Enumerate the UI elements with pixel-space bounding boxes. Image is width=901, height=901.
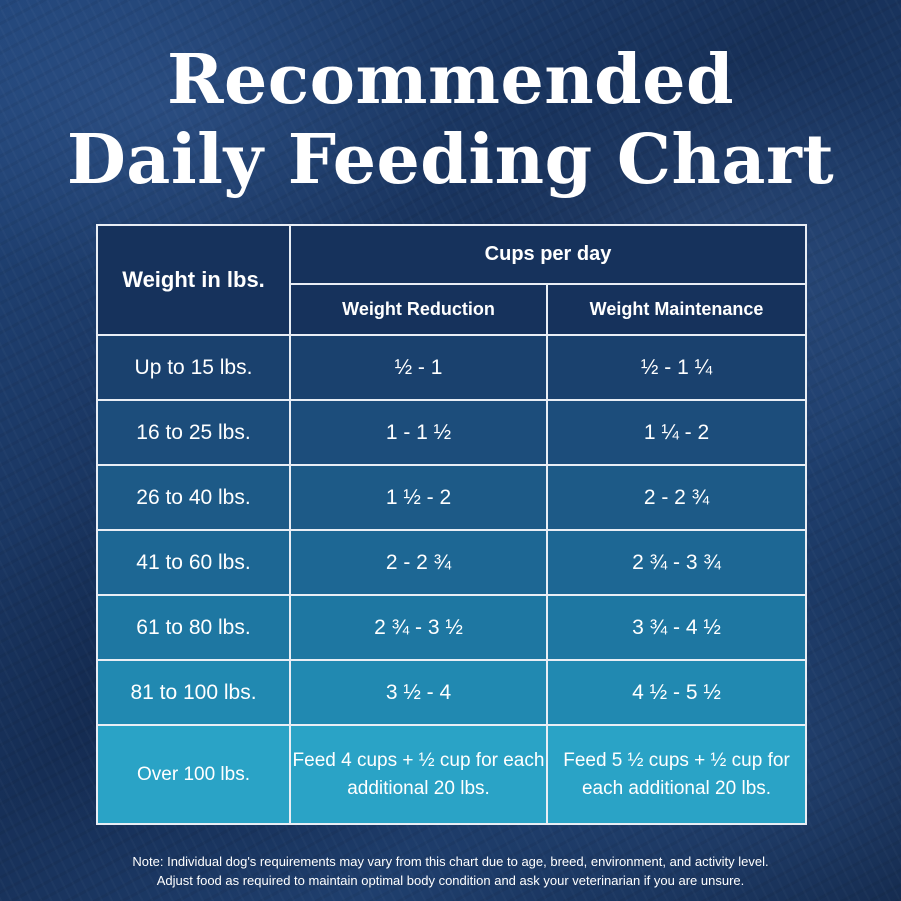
disclaimer-note: Note: Individual dog's requirements may …	[0, 852, 901, 890]
maintenance-cell: 1 ¼ - 2	[545, 399, 808, 466]
note-line-2: Adjust food as required to maintain opti…	[156, 873, 745, 888]
reduction-cell: Feed 4 cups + ½ cup for each additional …	[289, 724, 548, 825]
weight-cell: 26 to 40 lbs.	[96, 464, 291, 531]
table-row: 16 to 25 lbs. 1 - 1 ½ 1 ¼ - 2	[96, 399, 808, 466]
reduction-cell: 1 - 1 ½	[289, 399, 548, 466]
note-line-1: Note: Individual dog's requirements may …	[132, 854, 769, 869]
weight-cell: Up to 15 lbs.	[96, 334, 291, 401]
table-header-row: Weight in lbs. Cups per day	[96, 223, 808, 336]
title-line-1: Recommended	[167, 40, 734, 120]
table-row: 26 to 40 lbs. 1 ½ - 2 2 - 2 ¾	[96, 464, 808, 531]
maintenance-cell: 4 ½ - 5 ½	[545, 659, 808, 726]
cups-per-day-header: Cups per day	[288, 223, 808, 286]
weight-column-header: Weight in lbs.	[96, 224, 291, 336]
reduction-cell: 3 ½ - 4	[289, 659, 548, 726]
table-row: 81 to 100 lbs. 3 ½ - 4 4 ½ - 5 ½	[96, 659, 808, 726]
maintenance-cell: 2 ¾ - 3 ¾	[545, 529, 808, 596]
weight-cell: 81 to 100 lbs.	[96, 659, 291, 726]
table-row: Up to 15 lbs. ½ - 1 ½ - 1 ¼	[96, 334, 808, 401]
table-row: 41 to 60 lbs. 2 - 2 ¾ 2 ¾ - 3 ¾	[96, 529, 808, 596]
maintenance-cell: 3 ¾ - 4 ½	[545, 594, 808, 661]
weight-cell: 41 to 60 lbs.	[96, 529, 291, 596]
title-line-2: Daily Feeding Chart	[66, 120, 835, 200]
table-row: 61 to 80 lbs. 2 ¾ - 3 ½ 3 ¾ - 4 ½	[96, 594, 808, 661]
table-row: Over 100 lbs. Feed 4 cups + ½ cup for ea…	[96, 724, 808, 825]
weight-reduction-header: Weight Reduction	[289, 283, 548, 336]
maintenance-cell: Feed 5 ½ cups + ½ cup for each additiona…	[545, 724, 808, 825]
reduction-cell: ½ - 1	[289, 334, 548, 401]
page-title: Recommended Daily Feeding Chart	[0, 40, 901, 200]
maintenance-cell: 2 - 2 ¾	[545, 464, 808, 531]
reduction-cell: 2 ¾ - 3 ½	[289, 594, 548, 661]
weight-maintenance-header: Weight Maintenance	[545, 283, 808, 336]
reduction-cell: 1 ½ - 2	[289, 464, 548, 531]
feeding-chart-table: Weight in lbs. Cups per day Weight Reduc…	[96, 223, 808, 825]
maintenance-cell: ½ - 1 ¼	[545, 334, 808, 401]
weight-cell: 61 to 80 lbs.	[96, 594, 291, 661]
reduction-cell: 2 - 2 ¾	[289, 529, 548, 596]
weight-cell: 16 to 25 lbs.	[96, 399, 291, 466]
table-subheader-row: Weight Reduction Weight Maintenance	[97, 283, 808, 336]
weight-cell: Over 100 lbs.	[96, 724, 291, 825]
